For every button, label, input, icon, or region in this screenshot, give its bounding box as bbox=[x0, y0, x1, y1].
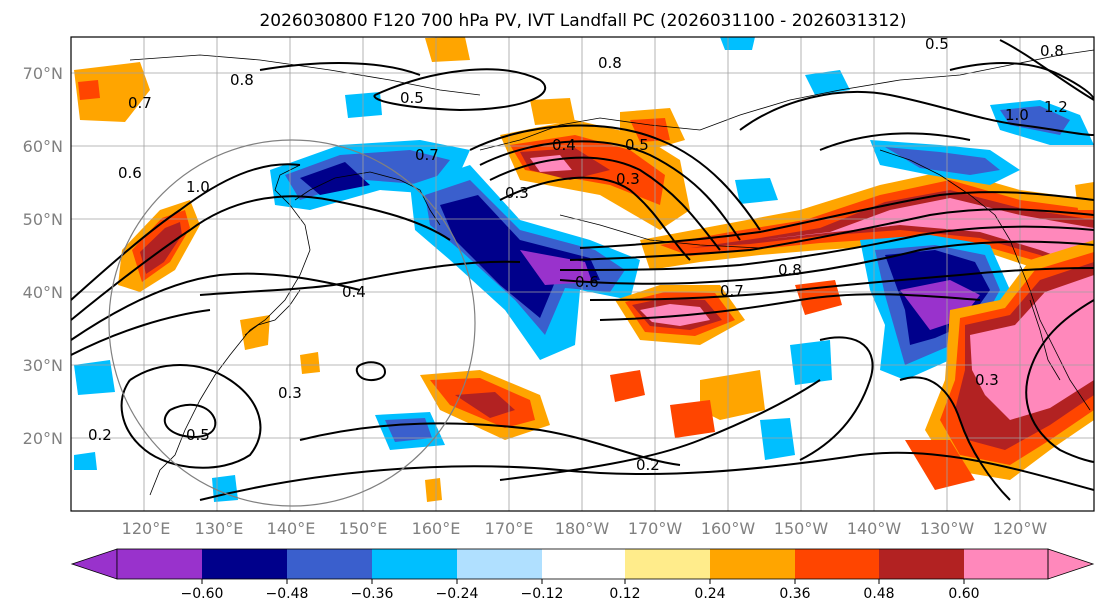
pv-contours bbox=[71, 39, 1094, 501]
lon-label: 180°W bbox=[555, 519, 610, 538]
contour-label: 0.3 bbox=[616, 170, 640, 188]
colorbar-ticks bbox=[201, 579, 965, 584]
contour-label: 0.8 bbox=[598, 54, 622, 72]
lon-label: 120°E bbox=[122, 519, 171, 538]
lon-label: 140°E bbox=[267, 519, 316, 538]
lat-label: 60°N bbox=[23, 137, 63, 156]
colorbar-arrow-low bbox=[70, 548, 118, 580]
contour-label: 0.5 bbox=[400, 89, 424, 107]
latitude-labels: 70°N 60°N 50°N 40°N 30°N 20°N bbox=[23, 64, 63, 448]
colorbar-tick-label: 0.36 bbox=[779, 586, 810, 602]
map-panel: 0.8 0.5 0.8 0.7 0.5 0.6 0.8 1.0 0.7 0.4 … bbox=[70, 35, 1095, 512]
colorbar-swatch bbox=[372, 549, 457, 579]
figure-title: 2026030800 F120 700 hPa PV, IVT Landfall… bbox=[259, 11, 906, 31]
lon-label: 130°W bbox=[920, 519, 975, 538]
lat-label: 50°N bbox=[23, 210, 63, 229]
colorbar-swatch bbox=[117, 549, 202, 579]
contour-label: 0.7 bbox=[720, 282, 744, 300]
contour-label: 0.5 bbox=[925, 35, 949, 53]
colorbar-swatch bbox=[287, 549, 372, 579]
contour-label: 0.6 bbox=[118, 164, 142, 182]
contour-label: 0.4 bbox=[552, 136, 576, 154]
colorbar-swatch bbox=[457, 549, 542, 579]
contour-label: 0.7 bbox=[415, 146, 439, 164]
contour-label: 0.3 bbox=[975, 371, 999, 389]
colorbar-swatch bbox=[710, 549, 795, 579]
contour-label: 0.5 bbox=[186, 426, 210, 444]
lon-label: 140°W bbox=[847, 519, 902, 538]
colorbar-swatch bbox=[795, 549, 879, 579]
lon-label: 150°W bbox=[774, 519, 829, 538]
lon-label: 150°E bbox=[339, 519, 388, 538]
colorbar-swatch bbox=[542, 549, 625, 579]
lat-label: 70°N bbox=[23, 64, 63, 83]
contour-labels: 0.8 0.5 0.8 0.7 0.5 0.6 0.8 1.0 0.7 0.4 … bbox=[88, 35, 1068, 474]
colorbar: −0.60 −0.48 −0.36 −0.24 −0.12 0.12 0.24 … bbox=[70, 548, 1095, 602]
contour-label: 0.6 bbox=[575, 273, 599, 291]
lon-label: 120°W bbox=[993, 519, 1048, 538]
colorbar-frame bbox=[116, 548, 1049, 580]
contour-label: 0.3 bbox=[278, 384, 302, 402]
ivt-anomaly-shading bbox=[74, 37, 1094, 502]
colorbar-tick-label: −0.24 bbox=[436, 586, 479, 602]
longitude-labels: 120°E 130°E 140°E 150°E 160°E 170°E 180°… bbox=[122, 519, 1048, 538]
contour-label: 0.7 bbox=[128, 94, 152, 112]
colorbar-tick-label: −0.36 bbox=[351, 586, 394, 602]
contour-label: 0.2 bbox=[636, 456, 660, 474]
map-frame bbox=[70, 36, 1095, 512]
lon-label: 170°W bbox=[628, 519, 683, 538]
contour-label: 0.4 bbox=[342, 283, 366, 301]
lat-label: 30°N bbox=[23, 356, 63, 375]
colorbar-swatch bbox=[964, 549, 1048, 579]
colorbar-swatch bbox=[202, 549, 287, 579]
lon-label: 160°E bbox=[412, 519, 461, 538]
contour-label: 0.8 bbox=[1040, 42, 1064, 60]
colorbar-swatch bbox=[625, 549, 710, 579]
contour-label: 0.3 bbox=[505, 184, 529, 202]
contour-label: 1.2 bbox=[1044, 98, 1068, 116]
lat-label: 40°N bbox=[23, 283, 63, 302]
lon-label: 170°E bbox=[485, 519, 534, 538]
colorbar-arrow-high bbox=[1047, 548, 1095, 580]
colorbar-swatch bbox=[879, 549, 964, 579]
lon-label: 130°E bbox=[195, 519, 244, 538]
lat-label: 20°N bbox=[23, 429, 63, 448]
colorbar-tick-label: −0.60 bbox=[181, 586, 224, 602]
contour-label: 0.8 bbox=[778, 261, 802, 279]
region-circle bbox=[108, 139, 476, 507]
lon-label: 160°W bbox=[701, 519, 756, 538]
contour-label: 0.5 bbox=[625, 136, 649, 154]
colorbar-tick-label: 0.60 bbox=[948, 586, 979, 602]
contour-label: 1.0 bbox=[186, 178, 210, 196]
contour-label: 1.0 bbox=[1005, 106, 1029, 124]
colorbar-tick-label: 0.12 bbox=[609, 586, 640, 602]
colorbar-tick-label: 0.48 bbox=[863, 586, 894, 602]
colorbar-tick-label: −0.12 bbox=[521, 586, 564, 602]
colorbar-tick-label: 0.24 bbox=[694, 586, 725, 602]
contour-label: 0.2 bbox=[88, 426, 112, 444]
contour-label: 0.8 bbox=[230, 71, 254, 89]
colorbar-tick-label: −0.48 bbox=[266, 586, 309, 602]
